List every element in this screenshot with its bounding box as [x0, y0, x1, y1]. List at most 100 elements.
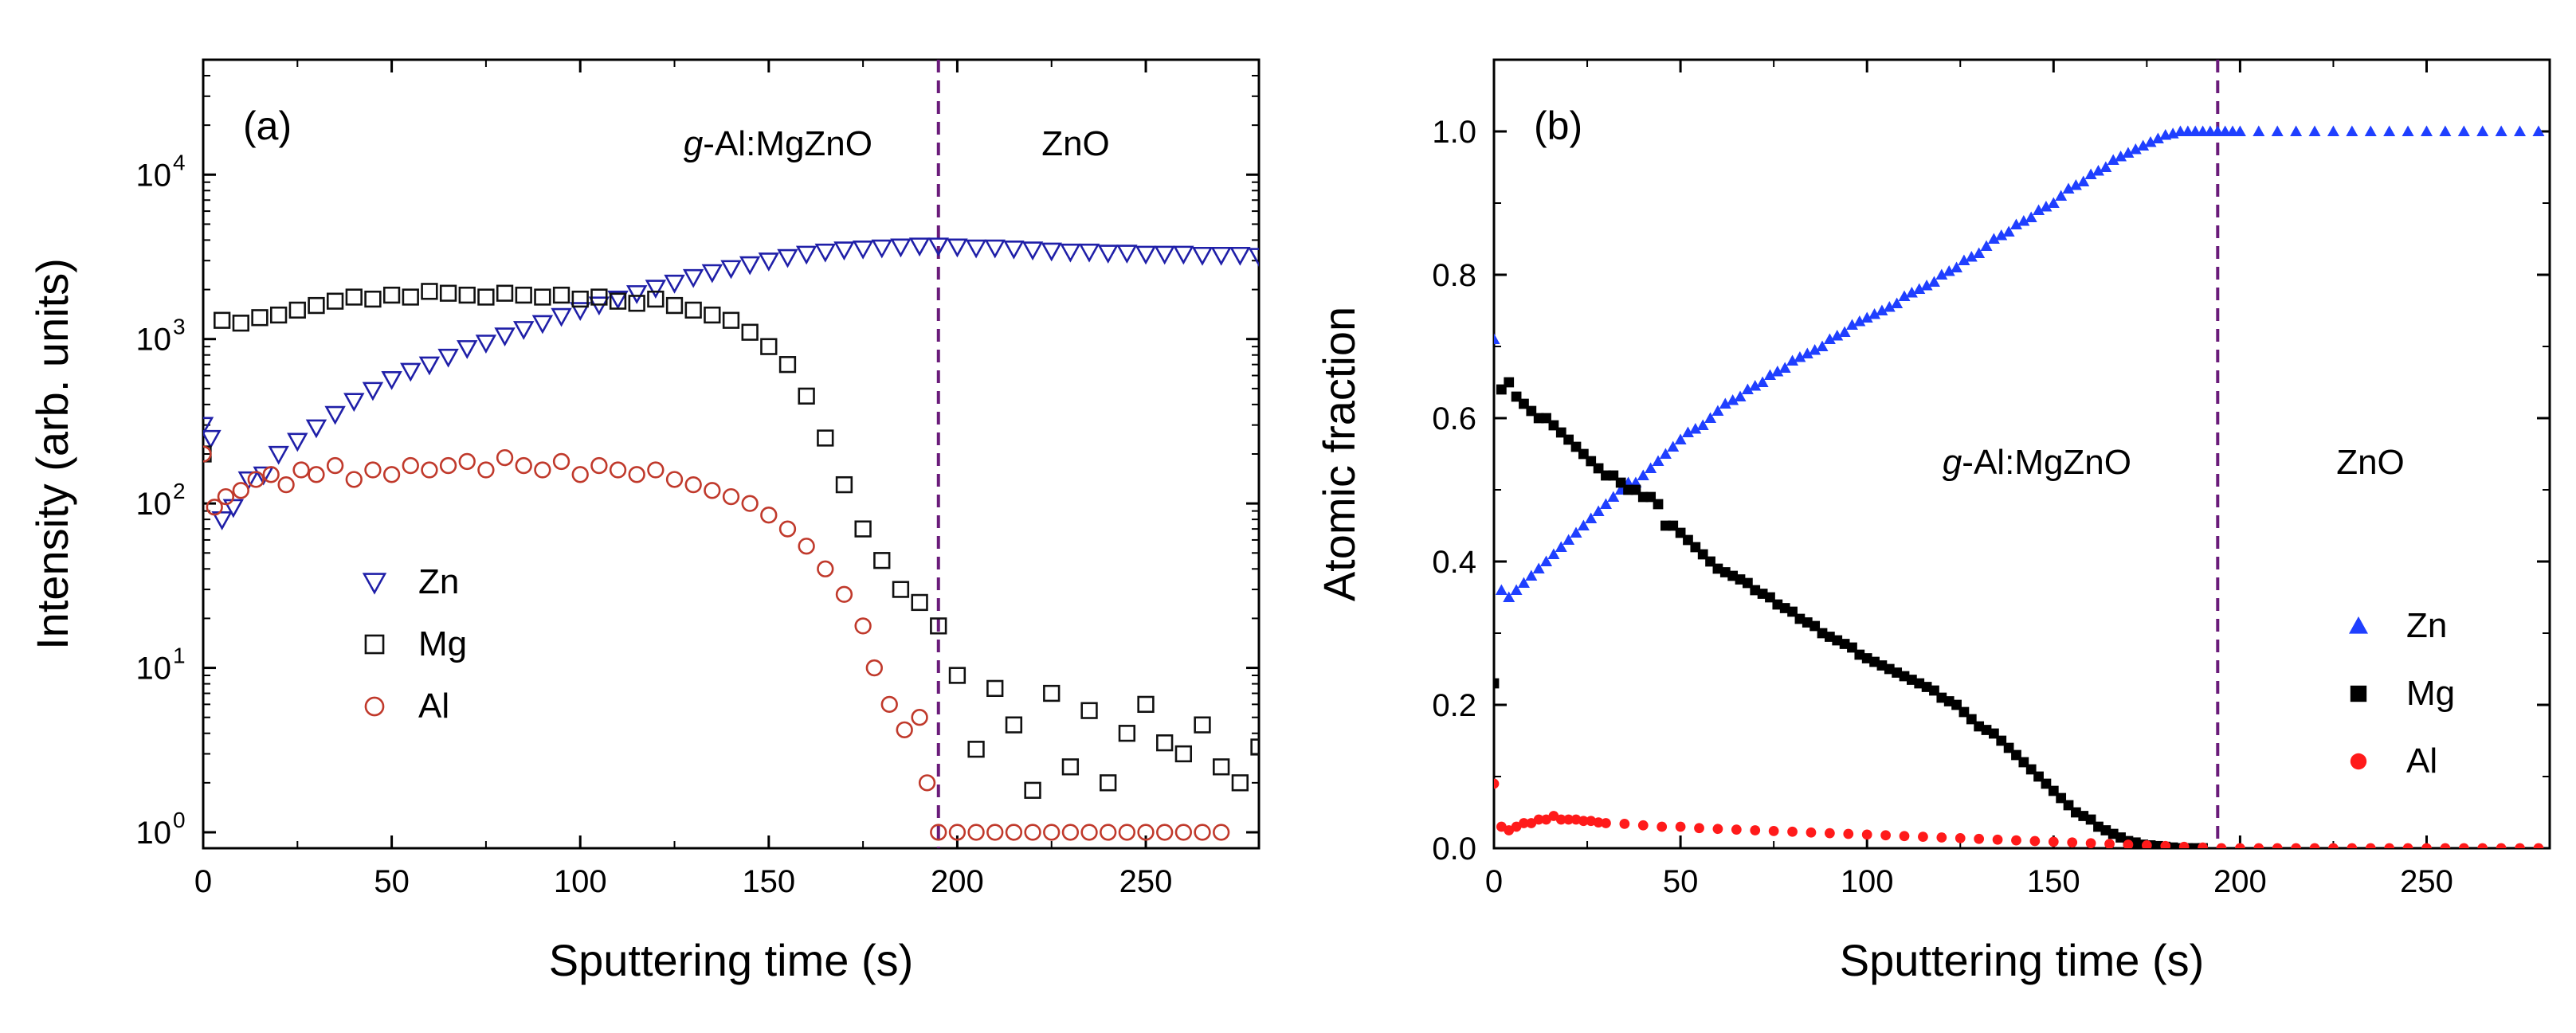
- zn-point: [777, 248, 798, 268]
- al-point: [609, 461, 627, 479]
- mg-point: [1231, 774, 1249, 792]
- al-point: [308, 466, 325, 483]
- zn-point: [739, 256, 761, 276]
- al-point: [1657, 821, 1668, 832]
- mg-point: [741, 323, 759, 341]
- zn-point: [1637, 469, 1649, 480]
- zn-point: [2137, 139, 2150, 151]
- al-point: [515, 456, 532, 475]
- zn-point: [1868, 308, 1881, 319]
- zn-point: [871, 239, 892, 259]
- mg-point: [760, 338, 778, 355]
- al-point: [1174, 824, 1193, 841]
- mg-point: [1494, 678, 1500, 689]
- zn-point: [2495, 125, 2507, 136]
- zn-point: [758, 252, 780, 272]
- zn-point: [1154, 245, 1175, 265]
- al-point: [1731, 824, 1742, 835]
- zn-point: [203, 417, 214, 436]
- series-zn: [203, 237, 1259, 530]
- zn-point: [1734, 390, 1747, 401]
- al-point: [496, 448, 514, 467]
- y-tick-exponent: 4: [173, 150, 186, 174]
- zn-point: [890, 238, 912, 258]
- zn-point: [1727, 394, 1739, 405]
- mg-point: [1194, 716, 1211, 734]
- al-point: [1043, 824, 1061, 841]
- y-tick-label: 0.8: [1432, 258, 1476, 293]
- al-point: [1880, 830, 1891, 841]
- legend-marker-mg: [2350, 685, 2367, 702]
- legend-marker-zn: [362, 573, 387, 595]
- region-label-text: ZnO: [2336, 443, 2405, 482]
- mg-point: [930, 617, 947, 635]
- zn-point: [1097, 245, 1119, 264]
- region-label-prefix: g: [1943, 443, 1962, 482]
- al-point: [2011, 835, 2021, 846]
- al-point: [2048, 836, 2059, 847]
- legend-label-mg: Mg: [2406, 674, 2455, 713]
- zn-point: [287, 432, 308, 452]
- zn-point: [2514, 125, 2527, 136]
- zn-point: [457, 340, 478, 359]
- al-point: [835, 585, 853, 603]
- region-label-prefix: g: [684, 124, 704, 163]
- zn-point: [343, 393, 365, 413]
- mg-point: [382, 286, 401, 304]
- al-point: [2496, 843, 2507, 848]
- al-point: [2067, 837, 2078, 848]
- zn-point: [1592, 505, 1605, 516]
- al-point: [2384, 843, 2395, 848]
- al-point: [2141, 840, 2152, 848]
- zn-point: [795, 245, 817, 265]
- zn-point: [2084, 168, 2097, 179]
- zn-point: [1943, 265, 1955, 276]
- zn-point: [2115, 151, 2127, 162]
- al-point: [1806, 827, 1817, 838]
- zn-point: [2271, 125, 2284, 136]
- mg-point: [948, 667, 966, 684]
- al-point: [439, 456, 457, 475]
- zn-point: [852, 241, 874, 260]
- al-point: [534, 461, 551, 479]
- al-point: [402, 456, 419, 475]
- al-point: [232, 482, 249, 499]
- x-tick-label: 100: [1841, 864, 1894, 899]
- mg-point: [628, 295, 645, 312]
- al-point: [2178, 841, 2190, 848]
- al-point: [1601, 818, 1611, 828]
- zn-point: [1853, 315, 1866, 327]
- al-point: [1750, 825, 1761, 835]
- zn-point: [2025, 211, 2037, 222]
- legend-marker-zn: [2349, 616, 2368, 634]
- mg-point: [609, 292, 627, 310]
- mg-point: [1653, 499, 1664, 510]
- plot-frame: [1492, 58, 2551, 850]
- zn-point: [2100, 161, 2112, 172]
- mg-point: [1080, 702, 1098, 719]
- mg-point: [892, 581, 910, 598]
- mg-point: [2190, 843, 2201, 848]
- y-tick-exponent: 1: [173, 644, 186, 668]
- al-point: [552, 452, 570, 471]
- region-label: ZnO: [2336, 443, 2405, 482]
- mg-point: [665, 296, 684, 315]
- series-mg: [1494, 377, 2208, 848]
- zn-point: [1562, 534, 1575, 545]
- zn-point: [701, 264, 723, 284]
- zn-point: [1229, 246, 1251, 266]
- al-point: [1080, 824, 1098, 841]
- zn-point: [1570, 526, 1582, 538]
- al-point: [880, 695, 898, 714]
- zn-point: [1980, 240, 1993, 251]
- zn-point: [1913, 283, 1926, 294]
- al-point: [382, 466, 401, 483]
- zn-point: [2017, 215, 2030, 226]
- al-point: [778, 520, 797, 538]
- zn-point: [1021, 241, 1044, 261]
- mg-point: [496, 284, 514, 302]
- al-point: [1992, 834, 2003, 845]
- zn-point: [965, 239, 987, 259]
